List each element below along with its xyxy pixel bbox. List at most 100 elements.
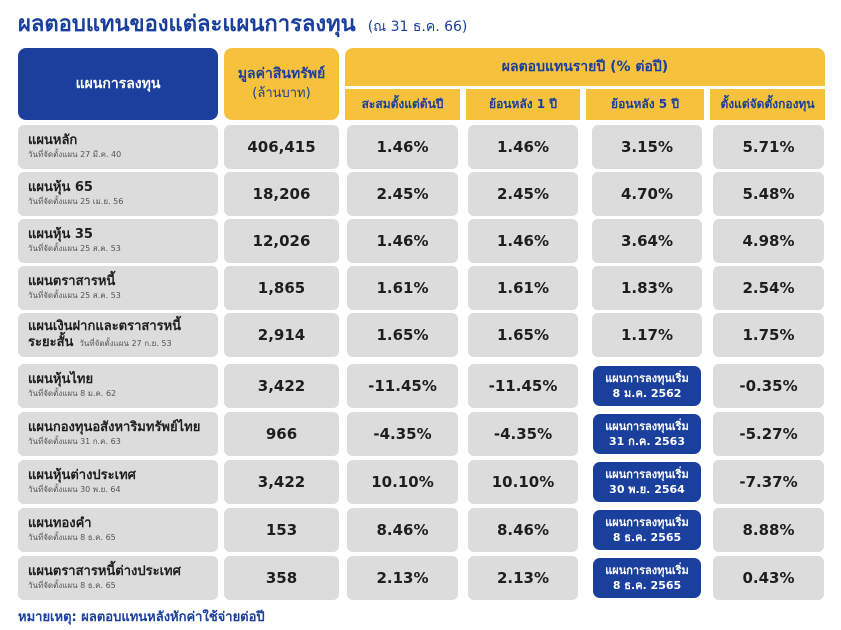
- table-row: แผนหุ้น 35 วันที่จัดตั้งแผน 25 ส.ค. 53 12,…: [0, 219, 841, 263]
- asset-value: 406,415: [224, 125, 339, 169]
- table-row: แผนกองทุนอสังหาริมทรัพย์ไทยวันที่จัดตั้ง…: [0, 412, 841, 456]
- plan-cell: แผนหุ้นไทยวันที่จัดตั้งแผน 8 ม.ค. 62: [18, 364, 218, 408]
- return-5y: 1.83%: [592, 266, 702, 310]
- badge-date: 8 ม.ค. 2562: [612, 387, 682, 400]
- return-ytd: -4.35%: [347, 412, 458, 456]
- table-row: แผนหลัก วันที่จัดตั้งแผน 27 มี.ค. 40 406,4…: [0, 125, 841, 169]
- return-5y: 1.17%: [592, 313, 702, 357]
- plan-date: วันที่จัดตั้งแผน 27 ก.ย. 53: [79, 339, 172, 348]
- badge-label: แผนการลงทุนเริ่ม: [605, 420, 689, 433]
- plan-cell: แผนหุ้นต่างประเทศ วันที่จัดตั้งแผน 30 พ.ย…: [18, 460, 218, 504]
- plan-date: วันที่จัดตั้งแผน 8 ธ.ค. 65: [28, 581, 116, 590]
- return-inception: 5.48%: [713, 172, 824, 216]
- header-annual-return: ผลตอบแทนรายปี (% ต่อปี): [345, 48, 825, 86]
- badge-label: แผนการลงทุนเริ่ม: [605, 564, 689, 577]
- return-5y: 3.15%: [592, 125, 702, 169]
- return-1y: 2.13%: [468, 556, 578, 600]
- return-1y: 10.10%: [468, 460, 578, 504]
- badge-label: แผนการลงทุนเริ่ม: [605, 468, 689, 481]
- plan-date: วันที่จัดตั้งแผน 25 เม.ย. 56: [28, 197, 124, 206]
- badge-date: 31 ก.ค. 2563: [609, 435, 685, 448]
- return-ytd: -11.45%: [347, 364, 458, 408]
- return-inception: -5.27%: [713, 412, 824, 456]
- return-1y: 1.65%: [468, 313, 578, 357]
- badge-date: 30 พ.ย. 2564: [609, 483, 685, 496]
- plan-cell: แผนหุ้น 65 วันที่จัดตั้งแผน 25 เม.ย. 56: [18, 172, 218, 216]
- return-ytd: 1.65%: [347, 313, 458, 357]
- plan-cell: แผนหุ้น 35 วันที่จัดตั้งแผน 25 ส.ค. 53: [18, 219, 218, 263]
- return-ytd: 8.46%: [347, 508, 458, 552]
- return-inception: 1.75%: [713, 313, 824, 357]
- plan-start-badge: แผนการลงทุนเริ่ม 8 ธ.ค. 2565: [593, 558, 701, 598]
- header-inception: ตั้งแต่จัดตั้งกองทุน: [710, 89, 825, 120]
- return-inception: 4.98%: [713, 219, 824, 263]
- plan-name: แผนเงินฝากและตราสารหนี้: [28, 319, 182, 334]
- plan-date: วันที่จัดตั้งแผน 8 ธ.ค. 65: [28, 533, 116, 542]
- badge-label: แผนการลงทุนเริ่ม: [605, 516, 689, 529]
- return-1y: -4.35%: [468, 412, 578, 456]
- plan-date: วันที่จัดตั้งแผน 31 ก.ค. 63: [28, 437, 121, 446]
- header-plan: แผนการลงทุน: [18, 48, 218, 120]
- return-ytd: 2.45%: [347, 172, 458, 216]
- plan-cell: แผนทองคำ วันที่จัดตั้งแผน 8 ธ.ค. 65: [18, 508, 218, 552]
- asset-value: 153: [224, 508, 339, 552]
- asset-value: 18,206: [224, 172, 339, 216]
- header-asset-unit: (ล้านบาท): [252, 86, 311, 101]
- table-row: แผนตราสารหนี้วันที่จัดตั้งแผน 25 ส.ค. 53…: [0, 266, 841, 310]
- return-inception: -7.37%: [713, 460, 824, 504]
- return-inception: 8.88%: [713, 508, 824, 552]
- table-row: แผนหุ้นไทย วันที่จัดตั้งแผน 8 ม.ค. 62 3,42…: [0, 364, 841, 408]
- table-row: แผนทองคำ วันที่จัดตั้งแผน 8 ธ.ค. 65 153 8.4…: [0, 508, 841, 552]
- asset-value: 3,422: [224, 460, 339, 504]
- header-asset-label: มูลค่าสินทรัพย์: [237, 66, 326, 82]
- plan-start-badge: แผนการลงทุนเริ่ม 8 ธ.ค. 2565: [593, 510, 701, 550]
- plan-date: วันที่จัดตั้งแผน 25 ส.ค. 53: [28, 244, 121, 253]
- asset-value: 358: [224, 556, 339, 600]
- plan-start-badge: แผนการลงทุนเริ่ม 31 ก.ค. 2563: [593, 414, 701, 454]
- return-1y: 1.46%: [468, 125, 578, 169]
- plan-cell: แผนหลัก วันที่จัดตั้งแผน 27 มี.ค. 40: [18, 125, 218, 169]
- badge-label: แผนการลงทุนเริ่ม: [605, 372, 689, 385]
- plan-name: แผนกองทุนอสังหาริมทรัพย์ไทย: [28, 420, 201, 435]
- title-date: (ณ 31 ธ.ค. 66): [367, 19, 468, 35]
- table-row: แผนเงินฝากและตราสารหนี้ ระยะสั้น วันที่จัด…: [0, 313, 841, 357]
- return-ytd: 10.10%: [347, 460, 458, 504]
- plan-date: วันที่จัดตั้งแผน 25 ส.ค. 53: [28, 291, 121, 300]
- return-1y: 2.45%: [468, 172, 578, 216]
- return-1y: 1.46%: [468, 219, 578, 263]
- asset-value: 2,914: [224, 313, 339, 357]
- plan-name: แผนหุ้นไทย: [28, 372, 94, 387]
- return-5y: 3.64%: [592, 219, 702, 263]
- return-inception: 5.71%: [713, 125, 824, 169]
- plan-start-badge: แผนการลงทุนเริ่ม 30 พ.ย. 2564: [593, 462, 701, 502]
- asset-value: 1,865: [224, 266, 339, 310]
- header-1y: ย้อนหลัง 1 ปี: [466, 89, 580, 120]
- header-ytd: สะสมตั้งแต่ต้นปี: [345, 89, 460, 120]
- return-ytd: 1.61%: [347, 266, 458, 310]
- page-title: ผลตอบแทนของแต่ละแผนการลงทุน (ณ 31 ธ.ค. 6…: [18, 6, 467, 40]
- plan-name: แผนหุ้น 65: [28, 180, 93, 195]
- return-ytd: 1.46%: [347, 125, 458, 169]
- return-1y: -11.45%: [468, 364, 578, 408]
- table-row: แผนหุ้นต่างประเทศ วันที่จัดตั้งแผน 30 พ.ย…: [0, 460, 841, 504]
- badge-date: 8 ธ.ค. 2565: [612, 579, 682, 592]
- plan-cell: แผนตราสารหนี้วันที่จัดตั้งแผน 25 ส.ค. 53: [18, 266, 218, 310]
- plan-name: แผนหุ้นต่างประเทศ: [28, 468, 136, 483]
- plan-date: วันที่จัดตั้งแผน 8 ม.ค. 62: [28, 389, 117, 398]
- return-inception: 0.43%: [713, 556, 824, 600]
- plan-start-badge: แผนการลงทุนเริ่ม 8 ม.ค. 2562: [593, 366, 701, 406]
- plan-date: วันที่จัดตั้งแผน 27 มี.ค. 40: [28, 150, 122, 159]
- badge-date: 8 ธ.ค. 2565: [612, 531, 682, 544]
- return-inception: 2.54%: [713, 266, 824, 310]
- table-row: แผนตราสารหนี้ต่างประเทศ วันที่จัดตั้งแผน …: [0, 556, 841, 600]
- plan-name-line2: ระยะสั้น วันที่จัดตั้งแผน 27 ก.ย. 53: [28, 335, 172, 351]
- plan-cell: แผนเงินฝากและตราสารหนี้ ระยะสั้น วันที่จัด…: [18, 313, 218, 357]
- asset-value: 3,422: [224, 364, 339, 408]
- plan-name: แผนตราสารหนี้: [28, 274, 116, 289]
- return-1y: 1.61%: [468, 266, 578, 310]
- plan-cell: แผนกองทุนอสังหาริมทรัพย์ไทยวันที่จัดตั้ง…: [18, 412, 218, 456]
- return-5y: 4.70%: [592, 172, 702, 216]
- return-1y: 8.46%: [468, 508, 578, 552]
- return-ytd: 2.13%: [347, 556, 458, 600]
- return-inception: -0.35%: [713, 364, 824, 408]
